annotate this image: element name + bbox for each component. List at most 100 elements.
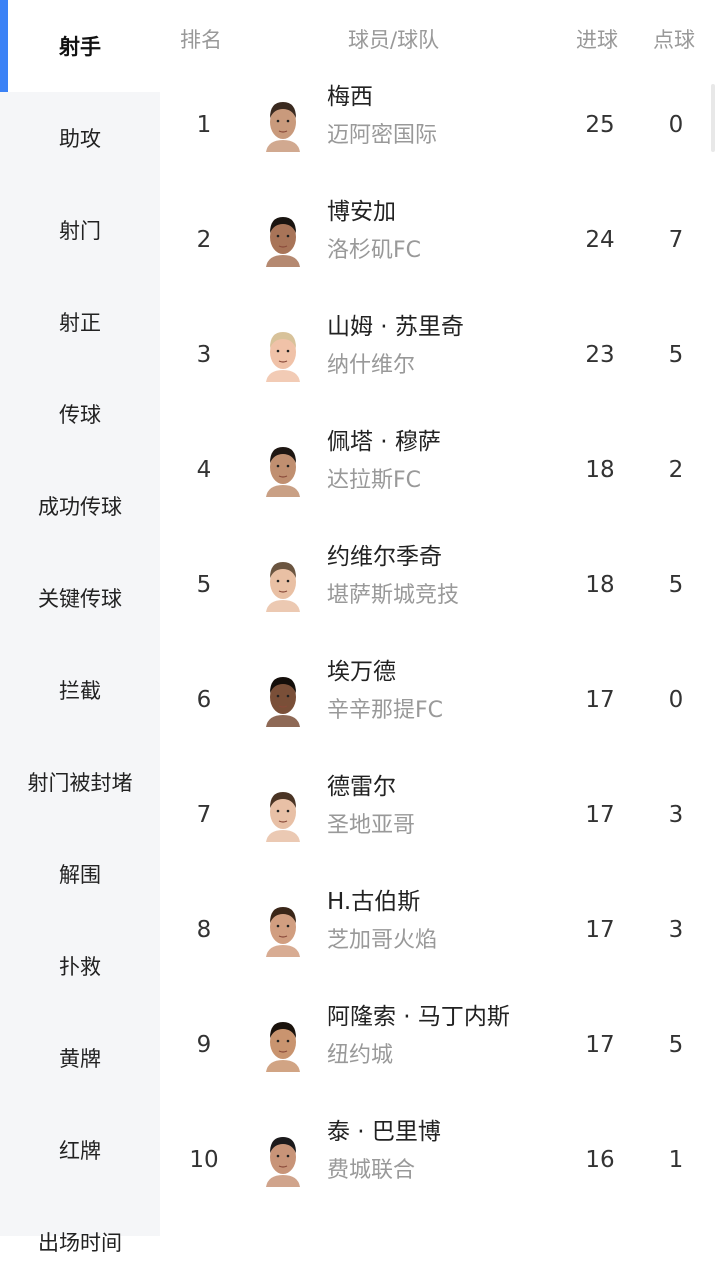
player-avatar xyxy=(266,447,300,497)
sidebar-item[interactable]: 射正 xyxy=(0,276,160,368)
sidebar-item-label: 助攻 xyxy=(59,127,101,151)
rank: 5 xyxy=(196,572,212,598)
player-name[interactable]: 约维尔季奇 xyxy=(327,544,442,570)
table-row[interactable]: 8 H.古伯斯芝加哥火焰 17 3 xyxy=(160,872,720,987)
rank: 7 xyxy=(196,802,212,828)
sidebar-item-label: 拦截 xyxy=(59,679,101,703)
player-avatar xyxy=(266,1137,300,1187)
table-header: 排名 球员/球队 进球 点球 xyxy=(160,0,720,80)
table-row[interactable]: 7 德雷尔 圣地亚哥 17 3 xyxy=(160,757,720,872)
sidebar-item-label: 射正 xyxy=(59,311,101,335)
player-name[interactable]: 德雷尔 xyxy=(327,774,396,800)
penalties: 3 xyxy=(668,917,684,943)
sidebar-item-label: 射手 xyxy=(59,35,101,59)
table-row[interactable]: 4 佩塔 · 穆萨 达拉斯FC 18 2 xyxy=(160,412,720,527)
player-avatar xyxy=(266,102,300,152)
player-name[interactable]: 山姆 · 苏里奇 xyxy=(327,314,464,340)
sidebar-item-label: 红牌 xyxy=(59,1139,101,1163)
penalties: 2 xyxy=(668,457,684,483)
sidebar-item-label: 成功传球 xyxy=(38,495,122,519)
team-name: 辛辛那提FC xyxy=(327,698,444,723)
header-player: 球员/球队 xyxy=(348,28,440,52)
header-penalties: 点球 xyxy=(653,28,695,52)
sidebar-item-label: 射门 xyxy=(59,219,101,243)
player-avatar xyxy=(266,677,300,727)
penalties: 5 xyxy=(668,342,684,368)
sidebar-item[interactable]: 成功传球 xyxy=(0,460,160,552)
rank: 10 xyxy=(189,1147,219,1173)
player-avatar xyxy=(266,1022,300,1072)
active-indicator xyxy=(0,0,8,92)
rank: 9 xyxy=(196,1032,212,1058)
player-name[interactable]: H.古伯斯 xyxy=(327,889,421,915)
sidebar-item[interactable]: 射门 xyxy=(0,184,160,276)
sidebar-item[interactable]: 红牌 xyxy=(0,1104,160,1196)
table-row[interactable]: 6 埃万德辛辛那提FC 17 0 xyxy=(160,642,720,757)
table-row[interactable]: 2 博安加 洛杉矶FC 24 7 xyxy=(160,182,720,297)
sidebar-item[interactable]: 解围 xyxy=(0,828,160,920)
penalties: 3 xyxy=(668,802,684,828)
player-name[interactable]: 梅西 xyxy=(327,84,373,110)
table-row[interactable]: 5 约维尔季奇 堪萨斯城竞技 18 5 xyxy=(160,527,720,642)
goals: 17 xyxy=(585,687,615,713)
rank: 2 xyxy=(196,227,212,253)
penalties: 0 xyxy=(668,687,684,713)
sidebar-item[interactable]: 黄牌 xyxy=(0,1012,160,1104)
sidebar-item[interactable]: 助攻 xyxy=(0,92,160,184)
penalties: 1 xyxy=(668,1147,684,1173)
player-avatar xyxy=(266,332,300,382)
header-rank: 排名 xyxy=(180,28,222,52)
team-name: 芝加哥火焰 xyxy=(327,928,438,953)
sidebar-item-label: 扑救 xyxy=(59,955,101,979)
player-name[interactable]: 博安加 xyxy=(327,199,396,225)
sidebar-item[interactable]: 射手 xyxy=(0,0,160,92)
sidebar-item-label: 解围 xyxy=(59,863,101,887)
team-name: 费城联合 xyxy=(327,1158,416,1183)
sidebar-item[interactable]: 出场时间 xyxy=(0,1196,160,1288)
player-name[interactable]: 佩塔 · 穆萨 xyxy=(327,429,441,455)
table-row[interactable]: 9 阿隆索 · 马丁内斯 纽约城 17 5 xyxy=(160,987,720,1102)
sidebar-item[interactable]: 传球 xyxy=(0,368,160,460)
rank: 8 xyxy=(196,917,212,943)
team-name: 迈阿密国际 xyxy=(327,123,438,148)
penalties: 5 xyxy=(668,572,684,598)
rank: 4 xyxy=(196,457,212,483)
penalties: 0 xyxy=(668,112,684,138)
goals: 24 xyxy=(585,227,615,253)
sidebar-item[interactable]: 拦截 xyxy=(0,644,160,736)
team-name: 堪萨斯城竞技 xyxy=(327,583,460,608)
rank: 1 xyxy=(196,112,212,138)
sidebar-item[interactable]: 扑救 xyxy=(0,920,160,1012)
goals: 17 xyxy=(585,1032,615,1058)
table-row[interactable]: 10 泰 · 巴里博 费城联合 16 1 xyxy=(160,1102,720,1217)
sidebar-item[interactable]: 关键传球 xyxy=(0,552,160,644)
sidebar-item[interactable]: 射门被封堵 xyxy=(0,736,160,828)
header-goals: 进球 xyxy=(576,28,618,52)
team-name: 纽约城 xyxy=(327,1043,394,1068)
player-name[interactable]: 阿隆索 · 马丁内斯 xyxy=(327,1004,510,1030)
team-name: 达拉斯FC xyxy=(327,468,422,493)
goals: 18 xyxy=(585,457,615,483)
penalties: 5 xyxy=(668,1032,684,1058)
scrollbar[interactable] xyxy=(711,84,715,152)
sidebar-item-label: 出场时间 xyxy=(38,1231,122,1255)
sidebar-item-label: 传球 xyxy=(59,403,101,427)
player-avatar xyxy=(266,562,300,612)
rank: 6 xyxy=(196,687,212,713)
rank: 3 xyxy=(196,342,212,368)
goals: 16 xyxy=(585,1147,615,1173)
player-name[interactable]: 泰 · 巴里博 xyxy=(327,1119,441,1145)
goals: 17 xyxy=(585,802,615,828)
stat-category-sidebar: 射手助攻射门射正传球成功传球关键传球拦截射门被封堵解围扑救黄牌红牌出场时间 xyxy=(0,0,160,1255)
penalties: 7 xyxy=(668,227,684,253)
player-avatar xyxy=(266,217,300,267)
player-avatar xyxy=(266,792,300,842)
table-row[interactable]: 3 山姆 · 苏里奇 纳什维尔 23 5 xyxy=(160,297,720,412)
player-avatar xyxy=(266,907,300,957)
team-name: 纳什维尔 xyxy=(327,353,416,378)
goals: 17 xyxy=(585,917,615,943)
player-name[interactable]: 埃万德 xyxy=(327,659,396,685)
sidebar-item-label: 关键传球 xyxy=(38,587,122,611)
table-row[interactable]: 1 梅西 迈阿密国际 25 0 xyxy=(160,67,720,182)
goals: 23 xyxy=(585,342,615,368)
